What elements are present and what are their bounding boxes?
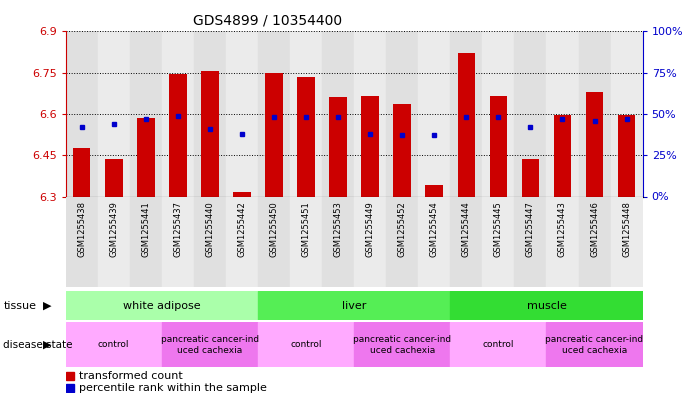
Bar: [265, 73, 283, 196]
Text: GSM1255451: GSM1255451: [301, 201, 310, 257]
Bar: [258, 291, 451, 320]
Bar: [322, 196, 354, 287]
Bar: [162, 31, 194, 196]
Text: liver: liver: [342, 301, 366, 310]
Bar: [426, 185, 443, 196]
Text: pancreatic cancer-ind
uced cachexia: pancreatic cancer-ind uced cachexia: [545, 335, 643, 354]
Text: GSM1255438: GSM1255438: [77, 201, 86, 257]
Title: GDS4899 / 10354400: GDS4899 / 10354400: [193, 13, 342, 28]
Bar: [66, 196, 97, 287]
Bar: [578, 196, 611, 287]
Bar: [451, 31, 482, 196]
Bar: [618, 116, 636, 196]
Bar: [297, 77, 315, 196]
Bar: [290, 31, 322, 196]
Bar: [354, 31, 386, 196]
Text: white adipose: white adipose: [123, 301, 200, 310]
Text: pancreatic cancer-ind
uced cachexia: pancreatic cancer-ind uced cachexia: [161, 335, 259, 354]
Text: percentile rank within the sample: percentile rank within the sample: [79, 383, 267, 393]
Bar: [386, 31, 418, 196]
Bar: [611, 196, 643, 287]
Bar: [194, 196, 226, 287]
Bar: [514, 31, 547, 196]
Text: disease state: disease state: [3, 340, 73, 350]
Bar: [258, 196, 290, 287]
Bar: [482, 31, 514, 196]
Text: GSM1255445: GSM1255445: [494, 201, 503, 257]
Text: GSM1255440: GSM1255440: [205, 201, 214, 257]
Text: GSM1255441: GSM1255441: [141, 201, 150, 257]
Bar: [130, 31, 162, 196]
Text: ▶: ▶: [43, 301, 51, 310]
Text: GSM1255454: GSM1255454: [430, 201, 439, 257]
Text: GSM1255447: GSM1255447: [526, 201, 535, 257]
Bar: [354, 322, 451, 367]
Bar: [201, 72, 219, 196]
Text: transformed count: transformed count: [79, 371, 183, 381]
Bar: [66, 291, 258, 320]
Bar: [578, 31, 611, 196]
Bar: [482, 196, 514, 287]
Bar: [330, 97, 347, 196]
Bar: [226, 31, 258, 196]
Bar: [97, 196, 130, 287]
Bar: [130, 196, 162, 287]
Bar: [361, 96, 379, 196]
Text: control: control: [482, 340, 514, 349]
Text: muscle: muscle: [527, 301, 567, 310]
Text: GSM1255442: GSM1255442: [238, 201, 247, 257]
Bar: [354, 196, 386, 287]
Bar: [386, 196, 418, 287]
Text: tissue: tissue: [3, 301, 37, 310]
Bar: [162, 196, 194, 287]
Bar: [393, 105, 411, 196]
Text: GSM1255444: GSM1255444: [462, 201, 471, 257]
Bar: [258, 322, 354, 367]
Bar: [169, 74, 187, 196]
Bar: [547, 31, 578, 196]
Bar: [547, 322, 643, 367]
Bar: [290, 196, 322, 287]
Bar: [514, 196, 547, 287]
Text: GSM1255437: GSM1255437: [173, 201, 182, 257]
Bar: [66, 31, 97, 196]
Text: GSM1255446: GSM1255446: [590, 201, 599, 257]
Bar: [489, 96, 507, 196]
Bar: [451, 322, 547, 367]
Bar: [522, 160, 539, 196]
Text: ▶: ▶: [43, 340, 51, 350]
Bar: [553, 116, 571, 196]
Text: GSM1255449: GSM1255449: [366, 201, 375, 257]
Bar: [258, 31, 290, 196]
Bar: [233, 193, 251, 196]
Bar: [226, 196, 258, 287]
Text: GSM1255443: GSM1255443: [558, 201, 567, 257]
Bar: [73, 149, 91, 196]
Text: GSM1255453: GSM1255453: [334, 201, 343, 257]
Bar: [66, 372, 75, 380]
Bar: [451, 291, 643, 320]
Text: GSM1255450: GSM1255450: [269, 201, 278, 257]
Text: GSM1255439: GSM1255439: [109, 201, 118, 257]
Bar: [194, 31, 226, 196]
Text: control: control: [98, 340, 129, 349]
Text: control: control: [290, 340, 322, 349]
Bar: [457, 53, 475, 196]
Bar: [162, 322, 258, 367]
Bar: [137, 118, 155, 196]
Bar: [418, 196, 451, 287]
Bar: [586, 92, 603, 196]
Bar: [418, 31, 451, 196]
Bar: [322, 31, 354, 196]
Text: GSM1255452: GSM1255452: [398, 201, 407, 257]
Bar: [611, 31, 643, 196]
Bar: [66, 322, 162, 367]
Bar: [105, 160, 122, 196]
Text: GSM1255448: GSM1255448: [622, 201, 631, 257]
Bar: [547, 196, 578, 287]
Bar: [451, 196, 482, 287]
Bar: [66, 384, 75, 392]
Bar: [97, 31, 130, 196]
Text: pancreatic cancer-ind
uced cachexia: pancreatic cancer-ind uced cachexia: [353, 335, 451, 354]
